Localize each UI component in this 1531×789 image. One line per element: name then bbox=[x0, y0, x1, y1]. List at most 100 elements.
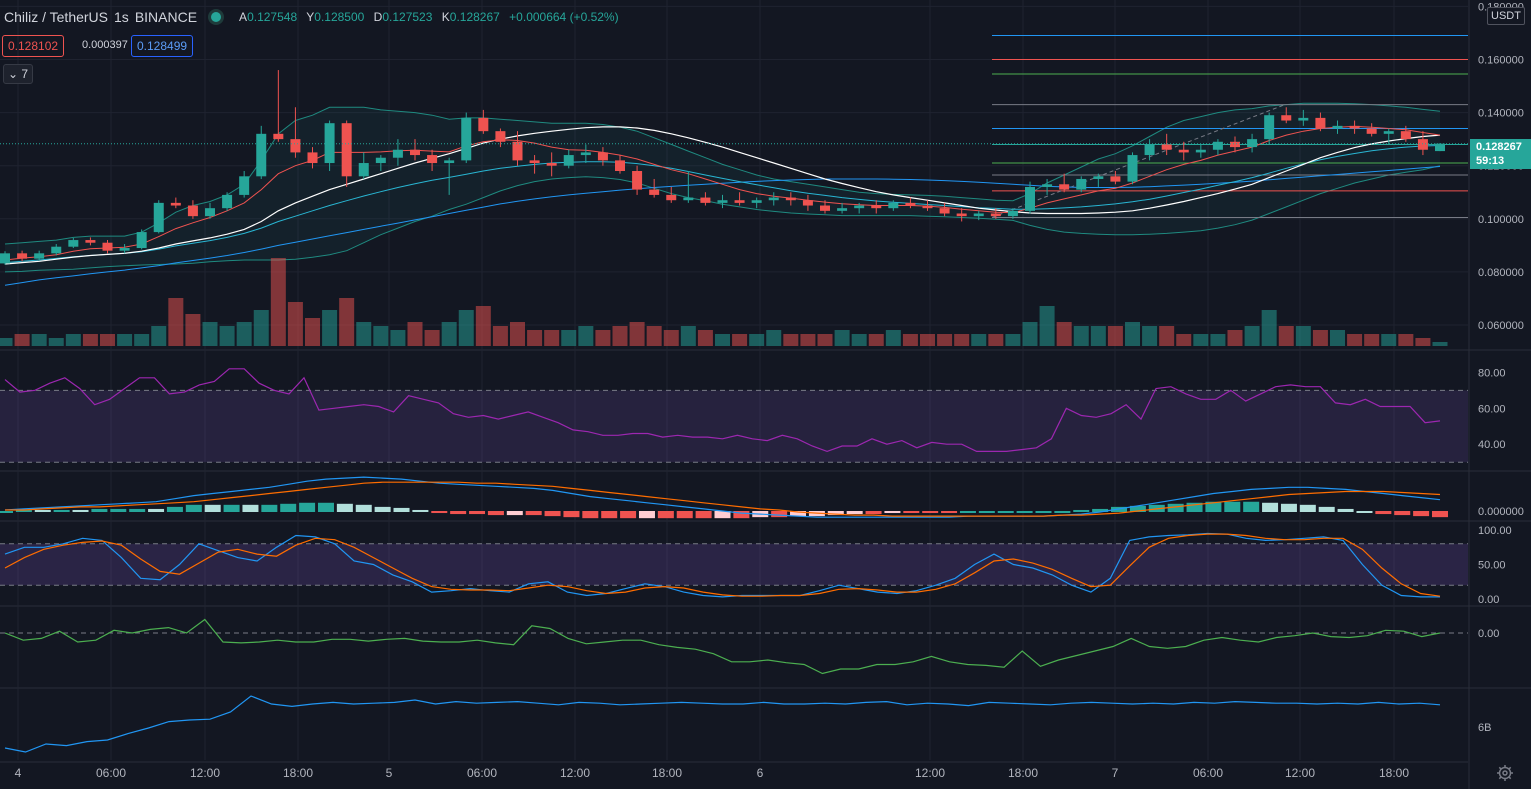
candle-body bbox=[922, 205, 933, 209]
sell-button[interactable]: 0.128102 bbox=[2, 35, 65, 57]
candle-body bbox=[666, 194, 677, 201]
volume-bar bbox=[1261, 310, 1277, 346]
volume-bar bbox=[920, 334, 935, 346]
candle-body bbox=[973, 213, 984, 217]
volume-bar bbox=[1227, 330, 1243, 346]
candle-body bbox=[1144, 144, 1155, 156]
macd-histogram-bar bbox=[1243, 501, 1260, 512]
candle-body bbox=[1195, 149, 1206, 153]
candle-body bbox=[187, 205, 198, 217]
volume-bar bbox=[766, 330, 782, 346]
candle-body bbox=[392, 149, 403, 158]
open-value: 0.127548 bbox=[247, 10, 298, 24]
macd-histogram-bar bbox=[185, 504, 202, 512]
candle-body bbox=[1298, 117, 1309, 121]
time-axis-label: 12:00 bbox=[560, 766, 590, 780]
volume-bar bbox=[954, 334, 970, 346]
interval-label[interactable]: 1s bbox=[114, 9, 129, 25]
high-label: Y bbox=[306, 10, 315, 24]
volume-bar bbox=[1022, 322, 1038, 346]
rsi-axis-label: 60.00 bbox=[1478, 403, 1506, 415]
volume-bar bbox=[663, 330, 679, 346]
macd-histogram-bar bbox=[110, 508, 127, 512]
candle-body bbox=[529, 160, 540, 164]
macd-histogram-bar bbox=[620, 511, 637, 519]
macd-histogram-bar bbox=[1035, 511, 1052, 513]
volume-bar bbox=[424, 330, 440, 346]
symbol-name[interactable]: Chiliz / TetherUS bbox=[4, 9, 109, 25]
volume-bar bbox=[441, 322, 457, 346]
macd-histogram-bar bbox=[1262, 502, 1279, 512]
time-axis-label: 18:00 bbox=[1379, 766, 1409, 780]
candle-body bbox=[17, 253, 28, 259]
volume-bar bbox=[492, 326, 508, 346]
volume-bar bbox=[1142, 326, 1158, 346]
gear-icon[interactable] bbox=[1496, 764, 1514, 782]
time-axis-label: 06:00 bbox=[1193, 766, 1223, 780]
macd-histogram-bar bbox=[1394, 511, 1411, 516]
macd-histogram-bar bbox=[676, 511, 693, 519]
candle-body bbox=[273, 133, 284, 140]
volume-bar bbox=[253, 310, 269, 346]
candle-body bbox=[0, 253, 10, 264]
buy-button[interactable]: 0.128499 bbox=[131, 35, 194, 57]
macd-histogram-bar bbox=[204, 504, 221, 512]
volume-bar bbox=[817, 334, 833, 346]
macd-histogram-bar bbox=[1129, 505, 1146, 512]
macd-histogram-bar bbox=[412, 509, 429, 512]
volume-bar bbox=[595, 330, 611, 346]
volume-bar bbox=[1176, 334, 1192, 346]
volume-axis-label: 6B bbox=[1478, 722, 1491, 734]
macd-histogram-bar bbox=[1205, 501, 1222, 512]
currency-label[interactable]: USDT bbox=[1487, 7, 1525, 25]
volume-bar bbox=[458, 310, 474, 346]
candle-body bbox=[717, 200, 728, 203]
volume-bar bbox=[749, 334, 765, 346]
candle-body bbox=[837, 208, 848, 211]
candle-body bbox=[1161, 144, 1172, 150]
candle-body bbox=[153, 202, 164, 233]
macd-histogram-bar bbox=[1073, 509, 1090, 512]
macd-histogram-bar bbox=[695, 511, 712, 519]
candle-body bbox=[785, 197, 796, 201]
volume-bar bbox=[1005, 334, 1021, 346]
volume-bar bbox=[527, 330, 543, 346]
volume-bar bbox=[1381, 334, 1397, 346]
candle-body bbox=[85, 240, 96, 243]
volume-bar bbox=[305, 318, 320, 346]
macd-histogram-bar bbox=[638, 511, 655, 519]
candle-body bbox=[410, 149, 420, 156]
candle-body bbox=[1212, 141, 1223, 150]
macd-histogram-bar bbox=[1337, 508, 1354, 512]
candle-body bbox=[546, 163, 557, 166]
macd-histogram-bar bbox=[525, 511, 542, 516]
candle-body bbox=[751, 200, 762, 203]
candle-body bbox=[1417, 139, 1428, 150]
price-axis-label: 0.100000 bbox=[1478, 214, 1524, 226]
volume-bar bbox=[578, 326, 594, 346]
candle-body bbox=[1042, 184, 1053, 187]
indicators-toggle-button[interactable]: ⌄ 7 bbox=[3, 64, 33, 84]
candle-body bbox=[632, 171, 643, 190]
macd-histogram-bar bbox=[1318, 506, 1335, 512]
macd-histogram-bar bbox=[997, 511, 1014, 513]
macd-line bbox=[4, 476, 1441, 518]
time-axis-label: 6 bbox=[757, 766, 764, 780]
macd-histogram-bar bbox=[15, 509, 32, 512]
candle-body bbox=[239, 176, 250, 195]
oscillator-line bbox=[4, 618, 1441, 675]
volume-bar bbox=[1295, 326, 1311, 346]
volume-bar bbox=[1159, 326, 1175, 346]
low-value: 0.127523 bbox=[382, 10, 433, 24]
candle-body bbox=[1059, 184, 1070, 190]
volume-bar bbox=[1244, 326, 1260, 346]
volume-bar bbox=[646, 326, 662, 346]
time-axis-label: 5 bbox=[386, 766, 393, 780]
open-label: A bbox=[239, 10, 248, 24]
macd-histogram-bar bbox=[1432, 511, 1448, 518]
volume-bar bbox=[868, 334, 884, 346]
candle-body bbox=[939, 208, 950, 214]
volume-bar bbox=[732, 334, 748, 346]
candle-body bbox=[478, 117, 489, 132]
